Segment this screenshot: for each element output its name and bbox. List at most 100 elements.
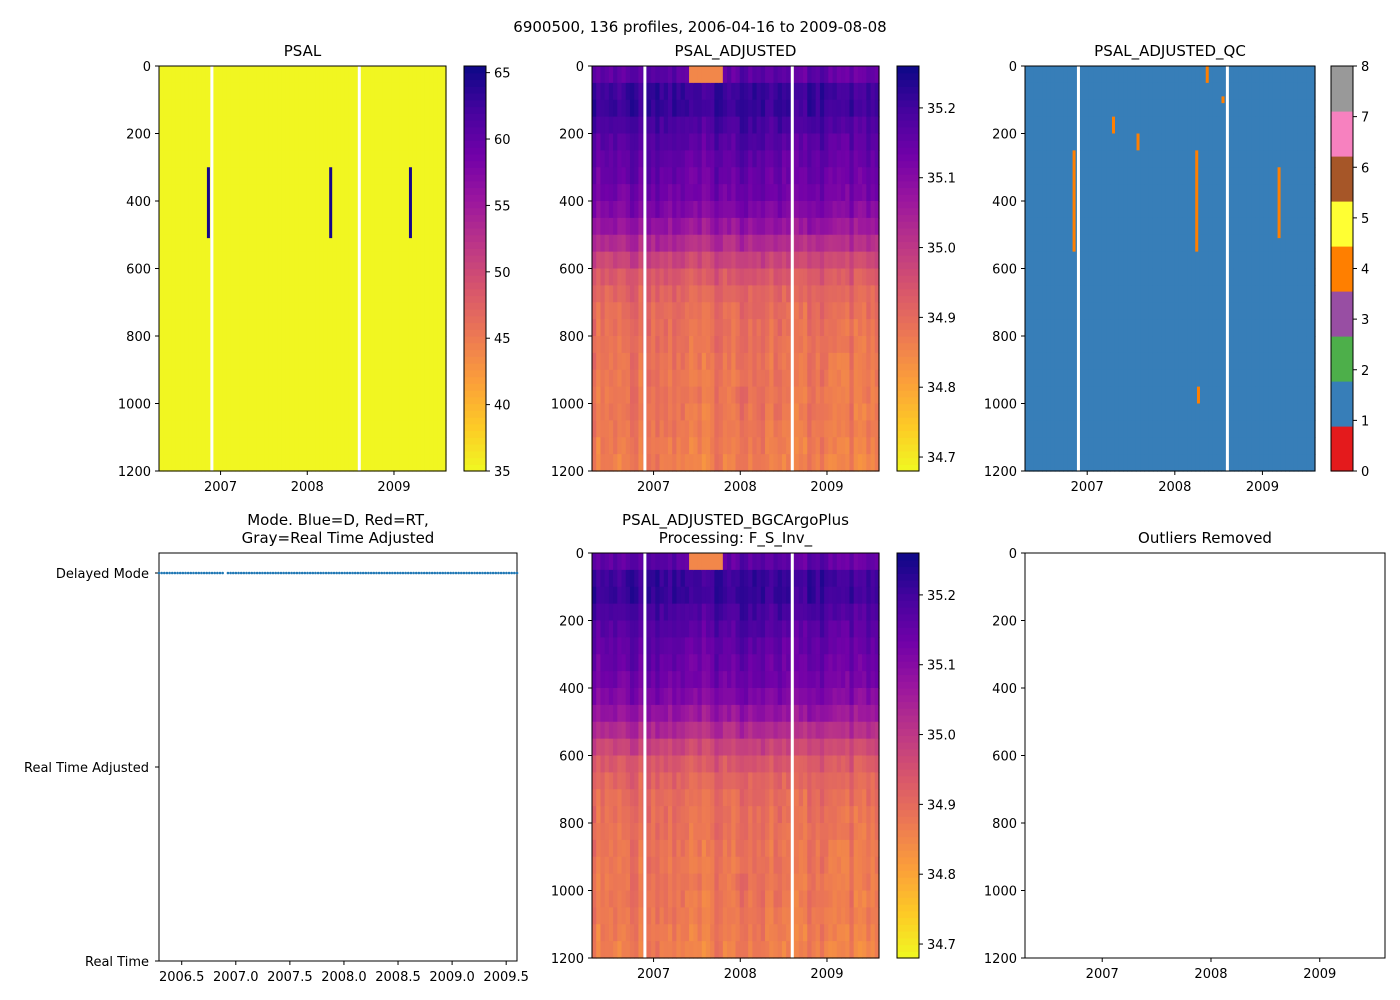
heatmap-cell (306, 437, 312, 455)
heatmap-cell (218, 302, 223, 320)
heatmap-cell (306, 285, 312, 303)
heatmap-cell (756, 386, 762, 405)
heatmap-cell (382, 66, 388, 84)
heatmap-cell (1123, 386, 1128, 405)
heatmap-cell (374, 319, 380, 337)
heatmap-cell (608, 268, 614, 286)
colorbar-segment (897, 295, 919, 303)
heatmap-cell (608, 352, 614, 371)
heatmap-cell (298, 217, 304, 236)
heatmap-cell (625, 336, 631, 354)
heatmap-cell (441, 150, 447, 168)
heatmap-cell (786, 285, 791, 303)
heatmap-cell (374, 99, 380, 118)
heatmap-cell (1131, 251, 1137, 270)
heatmap-cell (1084, 268, 1090, 286)
heatmap-cell (188, 133, 194, 151)
heatmap-cell (1059, 234, 1064, 253)
heatmap-cell (251, 150, 257, 168)
heatmap-cell (731, 184, 737, 202)
heatmap-cell (302, 454, 308, 472)
heatmap-cell (849, 302, 855, 320)
heatmap-cell (1063, 336, 1069, 354)
heatmap-cell (845, 150, 851, 168)
heatmap-cell (386, 251, 392, 270)
heatmap-cell (361, 336, 367, 354)
heatmap-cell (1187, 251, 1192, 270)
heatmap-cell (676, 167, 682, 185)
heatmap-cell (727, 217, 732, 236)
heatmap-cell (234, 167, 240, 185)
heatmap-cell (1054, 319, 1060, 337)
heatmap-cell (441, 386, 447, 405)
heatmap-cell (1195, 66, 1201, 84)
heatmap-cell (239, 133, 245, 151)
heatmap-cell (659, 369, 665, 388)
heatmap-cell (441, 285, 447, 303)
heatmap-cell (205, 251, 211, 270)
heatmap-cell (1289, 302, 1295, 320)
heatmap-cell (365, 386, 371, 405)
heatmap-cell (811, 437, 817, 455)
heatmap-cell (323, 217, 329, 236)
heatmap-cell (361, 437, 367, 455)
heatmap-cell (395, 369, 401, 388)
heatmap-cell (1157, 99, 1163, 118)
heatmap-cell (323, 116, 329, 135)
heatmap-cell (175, 201, 181, 219)
heatmap-cell (874, 386, 880, 405)
heatmap-cell (1033, 116, 1039, 135)
heatmap-cell (752, 217, 758, 236)
heatmap-cell (399, 251, 405, 270)
heatmap-cell (1135, 82, 1141, 101)
heatmap-cell (1199, 99, 1205, 118)
heatmap-cell (243, 116, 249, 135)
colorbar-segment (464, 403, 486, 411)
heatmap-cell (1276, 285, 1282, 303)
heatmap-cell (192, 150, 198, 168)
heatmap-cell (1114, 234, 1120, 253)
heatmap-cell (1251, 167, 1256, 185)
heatmap-cell (429, 403, 434, 421)
heatmap-cell (693, 201, 699, 219)
heatmap-cell (1025, 319, 1030, 337)
heatmap-cell (638, 82, 644, 101)
heatmap-cell (862, 82, 867, 101)
heatmap-cell (424, 116, 430, 135)
heatmap-cell (803, 386, 808, 405)
heatmap-cell (765, 369, 770, 388)
heatmap-cell (1118, 319, 1124, 337)
heatmap-cell (853, 403, 859, 421)
heatmap-cell (382, 285, 388, 303)
heatmap-cell (765, 82, 770, 101)
heatmap-cell (1101, 285, 1107, 303)
heatmap-cell (323, 234, 329, 253)
heatmap-cell (1025, 352, 1030, 371)
heatmap-cell (798, 167, 804, 185)
heatmap-cell (655, 437, 661, 455)
heatmap-cell (874, 99, 880, 118)
heatmap-cell (710, 319, 715, 337)
heatmap-cell (1161, 369, 1167, 388)
heatmap-cell (420, 352, 426, 371)
heatmap-cell (1152, 437, 1158, 455)
heatmap-cell (420, 251, 426, 270)
heatmap-cell (663, 116, 669, 135)
heatmap-cell (1285, 251, 1291, 270)
heatmap-cell (663, 319, 669, 337)
heatmap-cell (163, 66, 169, 84)
heatmap-cell (815, 116, 821, 135)
heatmap-cell (201, 82, 207, 101)
heatmap-cell (281, 116, 287, 135)
heatmap-cell (651, 251, 656, 270)
heatmap-cell (171, 437, 177, 455)
heatmap-cell (815, 336, 821, 354)
heatmap-cell (613, 454, 618, 472)
heatmap-cell (420, 116, 426, 135)
heatmap-cell (412, 82, 418, 101)
heatmap-cell (1080, 201, 1086, 219)
heatmap-cell (268, 133, 274, 151)
heatmap-cell (222, 403, 228, 421)
heatmap-cell (184, 217, 190, 236)
heatmap-cell (159, 386, 164, 405)
